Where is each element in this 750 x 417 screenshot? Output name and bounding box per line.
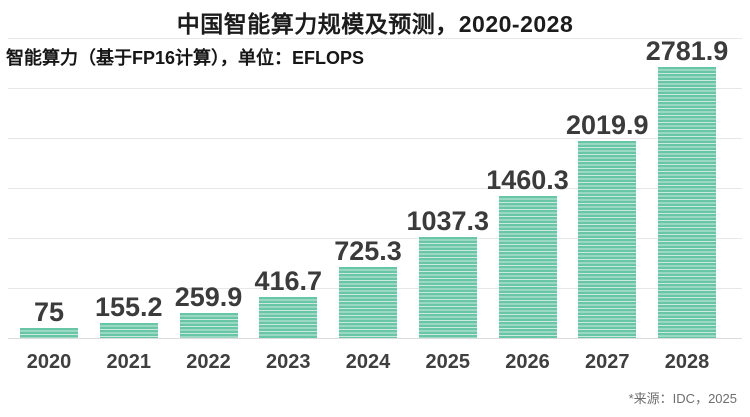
bar-value-label-2020: 75 bbox=[33, 297, 65, 327]
x-axis-label-2023: 2023 bbox=[266, 351, 311, 373]
bar-value-label-2027: 2019.9 bbox=[565, 110, 649, 140]
x-axis-label-2026: 2026 bbox=[505, 351, 550, 373]
gridline-2500 bbox=[8, 88, 742, 89]
bar-value-label-2026: 1460.3 bbox=[486, 165, 569, 195]
gridline-1500 bbox=[8, 188, 742, 189]
x-axis-label-2025: 2025 bbox=[425, 351, 471, 373]
bar-value-label-2024: 725.3 bbox=[334, 236, 402, 266]
bar-value-label-2022: 259.9 bbox=[174, 282, 243, 312]
chart-subtitle: 智能算力（基于FP16计算），单位：EFLOPS bbox=[6, 48, 365, 68]
x-axis-label-2021: 2021 bbox=[106, 351, 152, 373]
x-axis-label-2022: 2022 bbox=[186, 351, 231, 373]
x-axis-label-2024: 2024 bbox=[345, 351, 391, 373]
chart-title: 中国智能算力规模及预测，2020-2028 bbox=[176, 11, 574, 37]
bar-2022 bbox=[179, 313, 238, 338]
bar-2021 bbox=[99, 323, 158, 338]
bar-2025 bbox=[418, 237, 477, 338]
bar-2027 bbox=[578, 141, 637, 338]
x-axis-label-2020: 2020 bbox=[26, 351, 72, 373]
x-axis-baseline bbox=[8, 338, 742, 339]
bar-value-label-2023: 416.7 bbox=[254, 266, 323, 296]
bar-2024 bbox=[339, 267, 397, 338]
x-axis-label-2028: 2028 bbox=[664, 351, 710, 373]
bar-2028 bbox=[658, 67, 716, 338]
bar-2020 bbox=[20, 328, 78, 338]
source-note: *来源：IDC，2025 bbox=[628, 391, 737, 406]
bar-value-label-2025: 1037.3 bbox=[406, 206, 490, 236]
bar-value-label-2028: 2781.9 bbox=[645, 36, 729, 66]
bar-2026 bbox=[498, 196, 557, 338]
gridline-1000 bbox=[8, 238, 742, 239]
gridline-3000 bbox=[8, 38, 742, 39]
bar-value-label-2021: 155.2 bbox=[94, 292, 163, 322]
x-axis-label-2027: 2027 bbox=[585, 351, 630, 373]
gridline-2000 bbox=[8, 138, 742, 139]
bar-2023 bbox=[259, 297, 318, 338]
